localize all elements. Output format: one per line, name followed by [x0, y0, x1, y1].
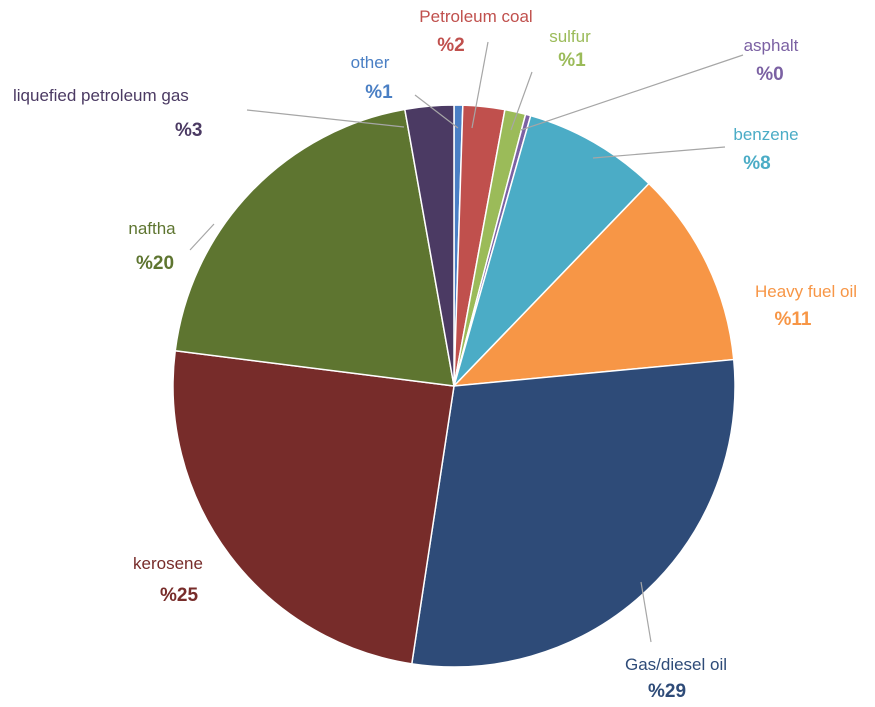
leader-line-benzene	[592, 146, 726, 159]
percent-petroleum-coal: %2	[437, 35, 464, 56]
label-naftha: naftha	[128, 219, 176, 238]
slice-naftha	[174, 108, 455, 387]
leader-line-petroleum-coal	[471, 41, 489, 129]
leader-line-other	[414, 94, 459, 129]
percent-benzene: %8	[743, 153, 770, 174]
slice-heavy-fuel-oil	[452, 182, 735, 387]
slice-gas-diesel-oil	[410, 358, 736, 668]
label-sulfur: sulfur	[549, 27, 591, 46]
slice-kerosene	[172, 349, 455, 665]
percent-gas-diesel-oil: %29	[648, 681, 686, 702]
percent-naftha: %20	[136, 253, 174, 274]
percent-heavy-fuel-oil: %11	[775, 309, 812, 330]
percent-asphalt: %0	[756, 64, 783, 85]
leader-line-gas-diesel-oil	[640, 581, 652, 643]
label-kerosene: kerosene	[133, 554, 203, 573]
leader-line-naftha	[189, 223, 215, 251]
percent-liquefied-petroleum-gas: %3	[175, 120, 202, 141]
percent-kerosene: %25	[160, 585, 198, 606]
percent-other: %1	[365, 82, 393, 103]
label-heavy-fuel-oil: Heavy fuel oil	[755, 282, 857, 301]
label-gas-diesel-oil: Gas/diesel oil	[625, 655, 727, 674]
leader-lines	[189, 41, 744, 643]
slice-benzene	[453, 114, 650, 387]
label-liquefied-petroleum-gas: liquefied petroleum gas	[13, 86, 189, 105]
percent-sulfur: %1	[558, 50, 586, 71]
slices-group	[172, 104, 736, 668]
label-asphalt: asphalt	[744, 36, 799, 55]
label-benzene: benzene	[733, 125, 798, 144]
leader-line-asphalt	[520, 54, 744, 131]
label-other: other	[351, 53, 390, 72]
labels-group: other %1 Petroleum coal %2 sulfur %1 asphalt %0…	[13, 7, 857, 702]
leader-line-liquefied-petroleum-gas	[246, 109, 405, 128]
leader-line-sulfur	[510, 71, 533, 131]
label-petroleum-coal: Petroleum coal	[419, 7, 532, 26]
